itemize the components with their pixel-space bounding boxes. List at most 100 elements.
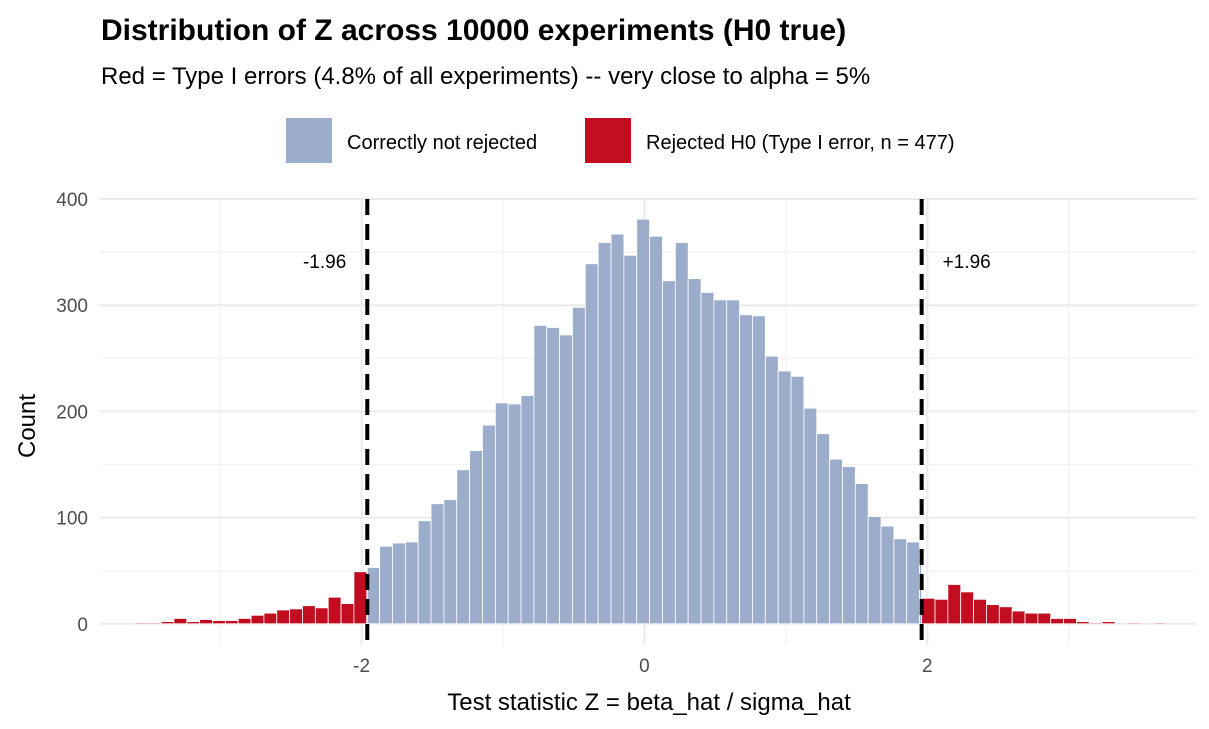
x-axis-tick-labels: -2 0 2 bbox=[353, 656, 932, 677]
bar-rejected bbox=[1037, 612, 1052, 625]
critical-label: +1.96 bbox=[943, 252, 991, 273]
bar-not-rejected bbox=[803, 407, 818, 625]
bar-rejected bbox=[998, 606, 1013, 625]
bar-rejected bbox=[173, 618, 188, 625]
legend-label-not-rejected: Correctly not rejected bbox=[347, 132, 537, 154]
y-tick-label: 100 bbox=[56, 509, 88, 530]
bar-rejected bbox=[1153, 622, 1167, 625]
bar-not-rejected bbox=[610, 233, 625, 625]
bar-not-rejected bbox=[790, 375, 805, 625]
bar-not-rejected bbox=[842, 466, 856, 625]
bar-not-rejected bbox=[636, 218, 651, 625]
critical-value-annotations: -1.96 +1.96 bbox=[303, 252, 991, 273]
y-tick-label: 0 bbox=[77, 615, 88, 636]
bar-not-rejected bbox=[906, 541, 920, 625]
bar-not-rejected bbox=[739, 314, 753, 625]
x-tick-label: 0 bbox=[639, 656, 650, 677]
bar-not-rejected bbox=[597, 242, 612, 625]
x-tick-label: -2 bbox=[353, 656, 370, 677]
bar-rejected bbox=[276, 609, 291, 625]
bar-not-rejected bbox=[379, 545, 393, 625]
bar-rejected bbox=[289, 608, 303, 625]
bar-rejected bbox=[1127, 622, 1142, 625]
chart-title: Distribution of Z across 10000 experimen… bbox=[101, 14, 846, 47]
bar-not-rejected bbox=[392, 542, 406, 625]
bar-not-rejected bbox=[880, 525, 895, 625]
legend-swatch-rejected bbox=[585, 118, 631, 163]
bar-rejected bbox=[263, 612, 278, 625]
bar-not-rejected bbox=[674, 242, 689, 625]
bar-rejected bbox=[986, 604, 1000, 625]
bar-rejected bbox=[212, 620, 226, 625]
bar-not-rejected bbox=[687, 278, 702, 625]
bar-rejected bbox=[147, 622, 162, 625]
bar-rejected bbox=[250, 614, 265, 625]
bar-not-rejected bbox=[623, 254, 638, 625]
bar-not-rejected bbox=[829, 458, 843, 625]
bar-not-rejected bbox=[854, 483, 869, 625]
bar-not-rejected bbox=[494, 402, 509, 625]
legend-swatch-not-rejected bbox=[286, 118, 332, 163]
bar-not-rejected bbox=[456, 469, 471, 625]
bar-not-rejected bbox=[430, 503, 445, 625]
bar-rejected bbox=[934, 598, 949, 625]
bar-not-rejected bbox=[533, 324, 548, 625]
bar-not-rejected bbox=[649, 235, 663, 625]
bar-not-rejected bbox=[816, 433, 830, 625]
bar-rejected bbox=[224, 620, 239, 625]
bar-not-rejected bbox=[726, 299, 740, 625]
y-axis-tick-labels: 0 100 200 300 400 bbox=[56, 190, 88, 636]
bar-not-rejected bbox=[584, 263, 599, 625]
bar-not-rejected bbox=[752, 315, 766, 625]
bar-rejected bbox=[1024, 612, 1039, 625]
bar-rejected bbox=[960, 591, 974, 625]
bar-not-rejected bbox=[559, 334, 573, 625]
bar-not-rejected bbox=[520, 395, 535, 625]
bar-not-rejected bbox=[893, 538, 908, 625]
bar-not-rejected bbox=[469, 450, 483, 625]
bar-rejected bbox=[353, 571, 368, 625]
bar-not-rejected bbox=[777, 370, 792, 625]
bar-rejected bbox=[1101, 621, 1116, 625]
bar-not-rejected bbox=[700, 292, 715, 625]
bar-not-rejected bbox=[662, 280, 676, 625]
bar-not-rejected bbox=[507, 403, 522, 625]
x-axis-label: Test statistic Z = beta_hat / sigma_hat bbox=[447, 689, 851, 716]
bar-rejected bbox=[973, 598, 987, 625]
y-tick-label: 300 bbox=[56, 296, 88, 317]
bar-not-rejected bbox=[764, 355, 779, 625]
chart-subtitle: Red = Type I errors (4.8% of all experim… bbox=[101, 63, 870, 90]
y-tick-label: 200 bbox=[56, 402, 88, 423]
bar-not-rejected bbox=[417, 520, 432, 625]
bar-rejected bbox=[327, 596, 342, 625]
histogram-bars bbox=[134, 218, 1167, 625]
bar-not-rejected bbox=[482, 424, 496, 625]
legend-label-rejected: Rejected H0 (Type I error, n = 477) bbox=[646, 132, 955, 154]
bar-rejected bbox=[199, 619, 213, 625]
critical-label: -1.96 bbox=[303, 252, 346, 273]
x-tick-label: 2 bbox=[922, 656, 933, 677]
bar-rejected bbox=[1011, 610, 1026, 625]
bar-rejected bbox=[237, 618, 252, 625]
bar-not-rejected bbox=[867, 516, 882, 625]
bar-rejected bbox=[1050, 618, 1064, 625]
bar-not-rejected bbox=[546, 327, 561, 625]
bar-rejected bbox=[921, 597, 936, 625]
y-axis-label: Count bbox=[14, 394, 41, 458]
bar-rejected bbox=[1088, 622, 1103, 625]
bar-rejected bbox=[302, 605, 316, 625]
bar-rejected bbox=[1063, 618, 1077, 625]
bar-not-rejected bbox=[713, 299, 728, 625]
bar-rejected bbox=[134, 622, 149, 625]
bar-not-rejected bbox=[404, 541, 419, 625]
y-tick-label: 400 bbox=[56, 190, 88, 211]
bar-not-rejected bbox=[443, 499, 458, 625]
bar-rejected bbox=[314, 607, 329, 625]
bar-not-rejected bbox=[572, 306, 586, 625]
legend: Correctly not rejected Rejected H0 (Type… bbox=[286, 118, 955, 163]
bar-rejected bbox=[1076, 621, 1090, 625]
bar-rejected bbox=[340, 603, 355, 625]
bar-rejected bbox=[186, 621, 201, 625]
bar-rejected bbox=[947, 584, 962, 625]
